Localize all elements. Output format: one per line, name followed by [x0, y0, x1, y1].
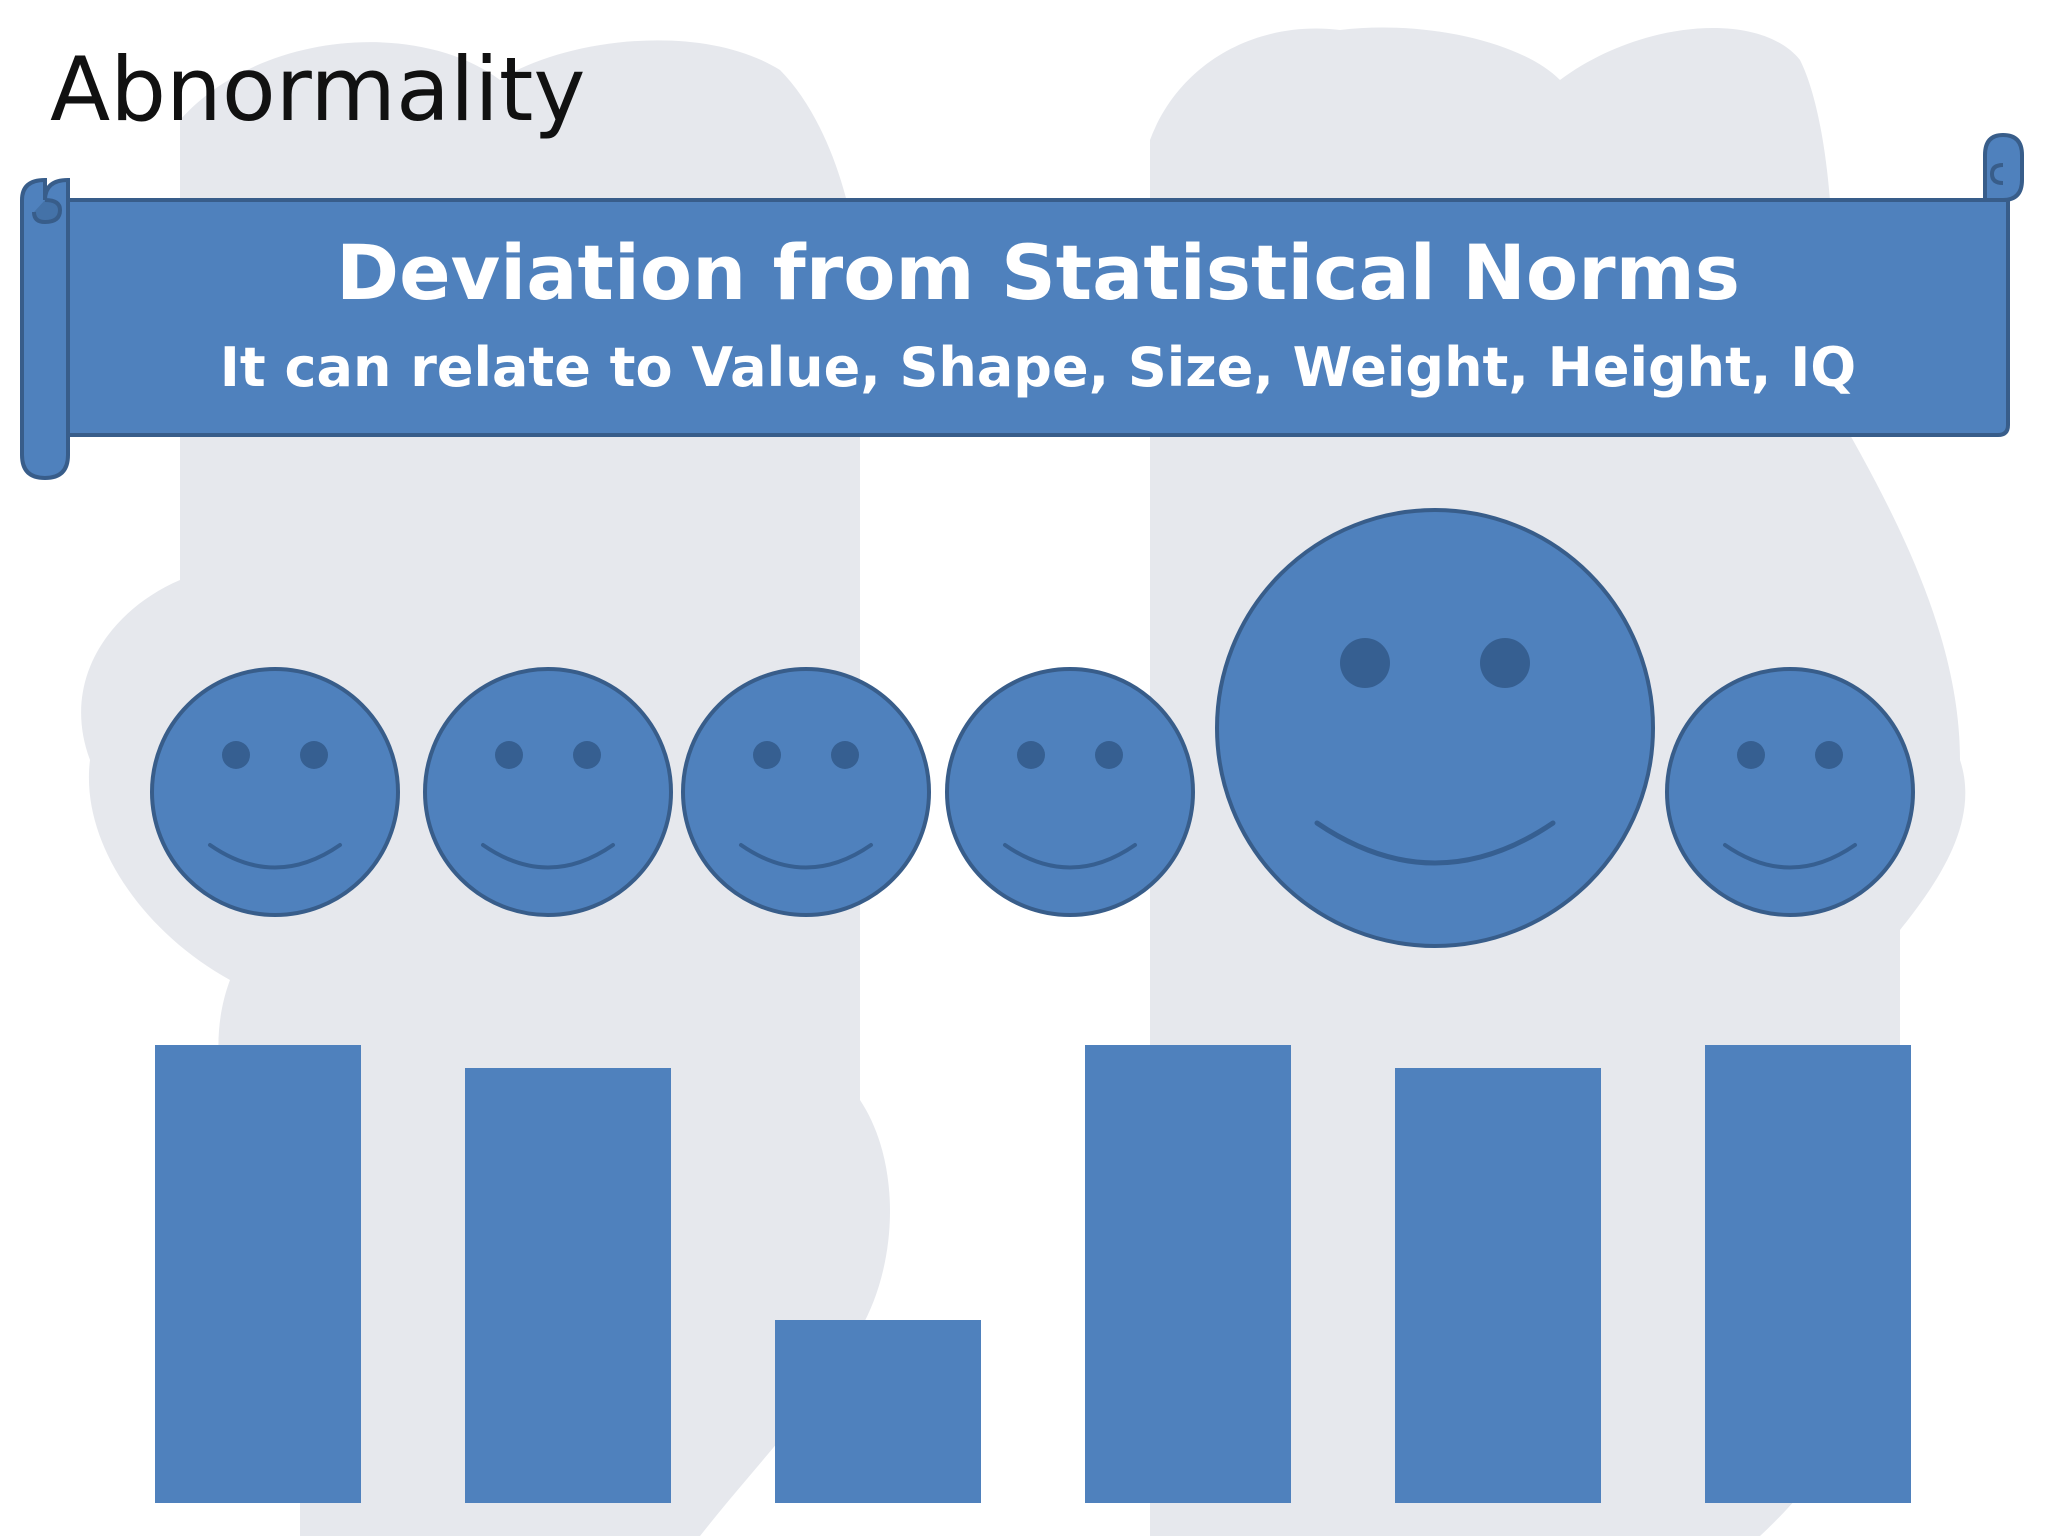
comparison-bar-3	[775, 1320, 981, 1503]
scroll-right-curl	[1989, 163, 2004, 185]
face-eye	[1340, 638, 1390, 688]
face-eye	[1095, 741, 1123, 769]
face-mouth	[1723, 843, 1857, 870]
smiley-face-large	[1215, 508, 1655, 948]
face-mouth	[739, 843, 873, 870]
face-circle	[150, 667, 400, 917]
face-eye	[573, 741, 601, 769]
smiley-face-normal-1	[150, 667, 400, 917]
face-eye	[222, 741, 250, 769]
face-circle	[945, 667, 1195, 917]
face-mouth	[1003, 843, 1137, 870]
face-circle	[1665, 667, 1915, 917]
face-eye	[753, 741, 781, 769]
scroll-banner-body	[66, 198, 2010, 437]
banner-heading: Deviation from Statistical Norms	[336, 228, 1740, 317]
face-eye	[300, 741, 328, 769]
face-eye	[1017, 741, 1045, 769]
face-eye	[831, 741, 859, 769]
face-circle	[1215, 508, 1655, 948]
smiley-face-normal-5	[1665, 667, 1915, 917]
scroll-left-roll	[20, 177, 70, 481]
comparison-bar-1	[155, 1045, 361, 1503]
faces-row	[150, 508, 1915, 948]
smiley-face-normal-4	[945, 667, 1195, 917]
scroll-right-roll	[1983, 132, 2024, 202]
comparison-bar-6	[1705, 1045, 1911, 1503]
face-mouth	[1314, 820, 1556, 866]
scroll-left-curl	[32, 198, 63, 225]
face-circle	[681, 667, 931, 917]
bars-row	[155, 1045, 1911, 1503]
face-eye	[495, 741, 523, 769]
scroll-banner	[20, 132, 2024, 481]
comparison-bar-5	[1395, 1068, 1601, 1503]
comparison-bar-2	[465, 1068, 671, 1503]
face-mouth	[481, 843, 615, 870]
face-eye	[1737, 741, 1765, 769]
face-eye	[1480, 638, 1530, 688]
slide-title: Abnormality	[50, 38, 586, 141]
face-circle	[423, 667, 673, 917]
comparison-bar-4	[1085, 1045, 1291, 1503]
smiley-face-normal-2	[423, 667, 673, 917]
smiley-face-normal-3	[681, 667, 931, 917]
face-eye	[1815, 741, 1843, 769]
face-mouth	[208, 843, 342, 870]
banner-subheading: It can relate to Value, Shape, Size, Wei…	[219, 336, 1857, 399]
